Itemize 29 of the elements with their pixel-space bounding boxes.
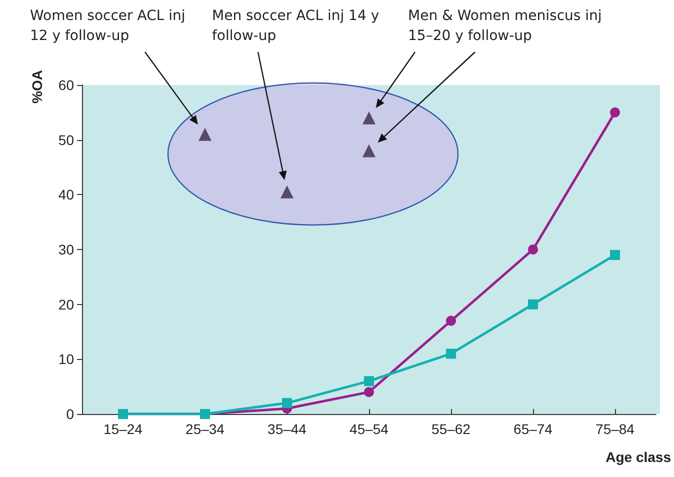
point xyxy=(528,299,538,310)
x-tick-label: 65–74 xyxy=(514,421,553,437)
point xyxy=(610,250,620,260)
y-tick-label: 60 xyxy=(58,77,74,93)
x-tick-label: 25–34 xyxy=(186,421,225,437)
x-axis-title: Age class xyxy=(606,449,672,465)
point xyxy=(446,316,456,326)
point xyxy=(364,387,374,398)
y-axis-title: %OA xyxy=(29,70,45,104)
y-tick-label: 40 xyxy=(58,186,74,203)
y-tick-label: 0 xyxy=(66,406,74,422)
y-tick-label: 50 xyxy=(58,132,74,148)
text: Men & Women meniscus inj 15–20 y follow-up xyxy=(408,7,603,46)
x-tick-label: 15–24 xyxy=(104,421,143,437)
point xyxy=(528,244,538,254)
x-tick-label: 35–44 xyxy=(268,421,307,437)
point xyxy=(362,111,376,124)
y-tick-label: 30 xyxy=(58,242,74,258)
point xyxy=(282,398,292,408)
point xyxy=(364,376,374,386)
point xyxy=(446,348,456,359)
point xyxy=(610,107,620,118)
x-tick-label: 55–62 xyxy=(432,421,471,437)
text: Men soccer ACL inj 14 y follow-up xyxy=(212,7,380,46)
x-tick-label: 75–84 xyxy=(596,421,635,437)
text: Women soccer ACL inj 12 y follow-up xyxy=(30,7,186,46)
x-tick-label: 45–54 xyxy=(350,421,389,437)
y-tick-label: 10 xyxy=(58,351,74,368)
y-tick-label: 20 xyxy=(58,296,74,312)
